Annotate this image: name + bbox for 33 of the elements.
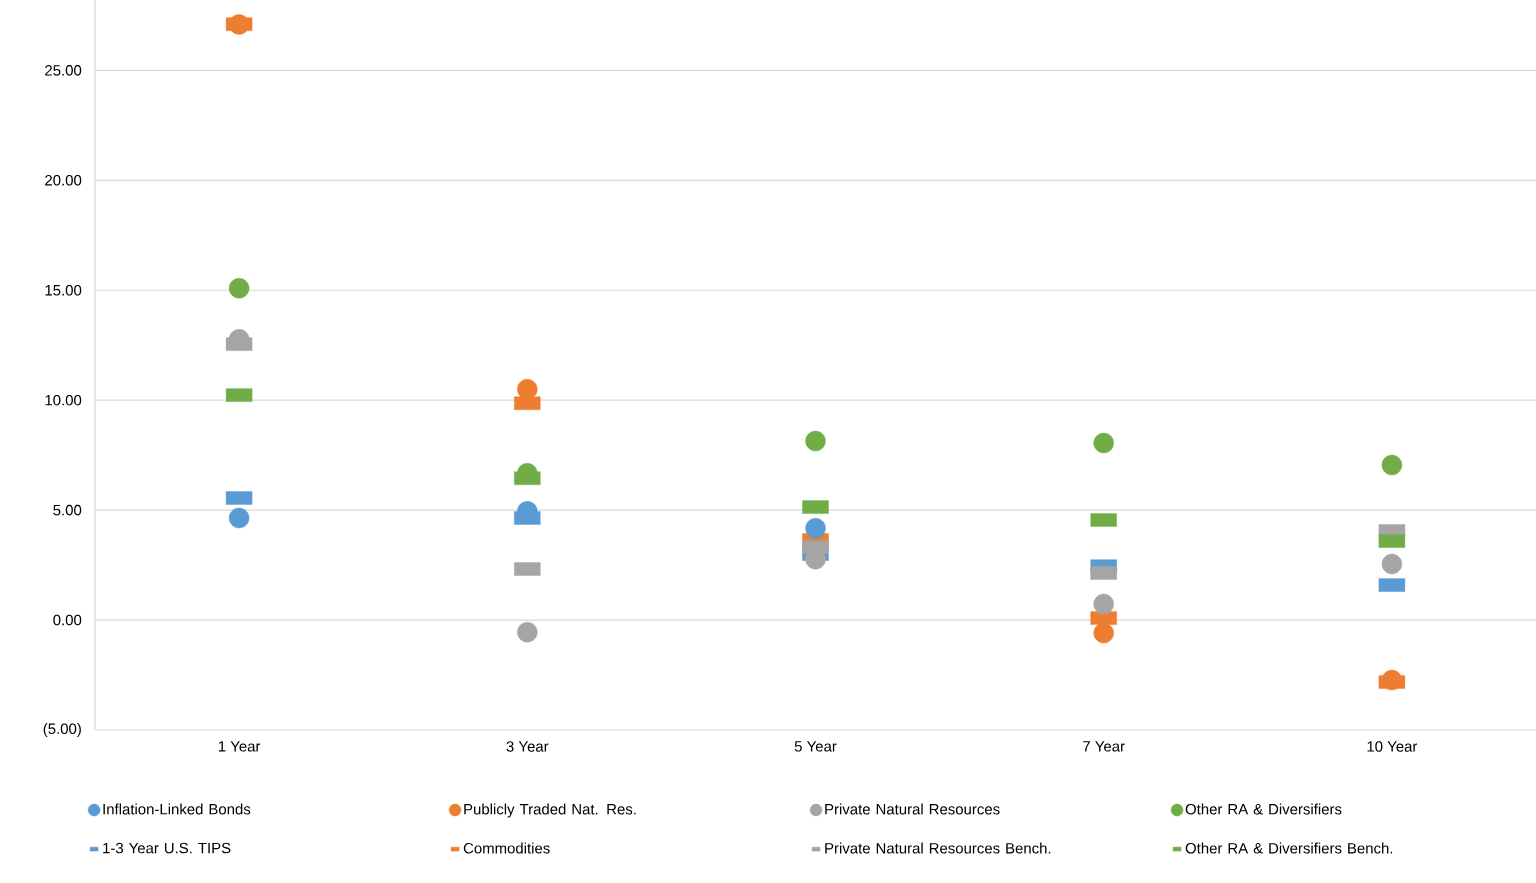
point [1381,454,1403,476]
legend-label: Other RA & Diversifiers [1185,803,1342,815]
x-tick-label: 7 Year [1083,741,1125,752]
x-tick-label: 3 Year [506,741,549,752]
legend-label: Other RA & Diversifiers Bench. [1185,842,1393,854]
point [517,621,538,643]
point [1093,432,1114,454]
legend-label: Commodities [463,842,550,854]
legend-label: 1-3 Year U.S. TIPS [103,842,231,854]
point [228,278,250,299]
y-tick-label: 0.00 [53,614,82,626]
x-tick-label: 1 Year [218,741,261,752]
point [1381,553,1403,575]
y-tick-label: (5.00) [43,723,81,737]
x-tick-label: 5 Year [794,741,837,752]
y-tick-label: 15.00 [45,284,82,296]
legend-label: Publicly Traded Nat. Res. [464,803,636,818]
point [805,430,826,452]
point [517,378,538,400]
point [805,517,826,539]
point [228,14,250,35]
y-tick-label: 5.00 [53,504,82,516]
y-tick-label: 25.00 [45,65,82,76]
y-tick-label: 20.00 [45,175,82,186]
legend-label: Inflation-Linked Bonds [103,803,251,815]
x-tick-label: 10 Year [1367,741,1418,752]
point [1093,622,1114,644]
y-tick-label: 10.00 [45,394,82,406]
legend-label: Private Natural Resources [825,803,1000,815]
point [1381,669,1403,691]
legend-label: Private Natural Resources Bench. [825,842,1051,854]
point [228,507,250,529]
point [1093,593,1114,615]
